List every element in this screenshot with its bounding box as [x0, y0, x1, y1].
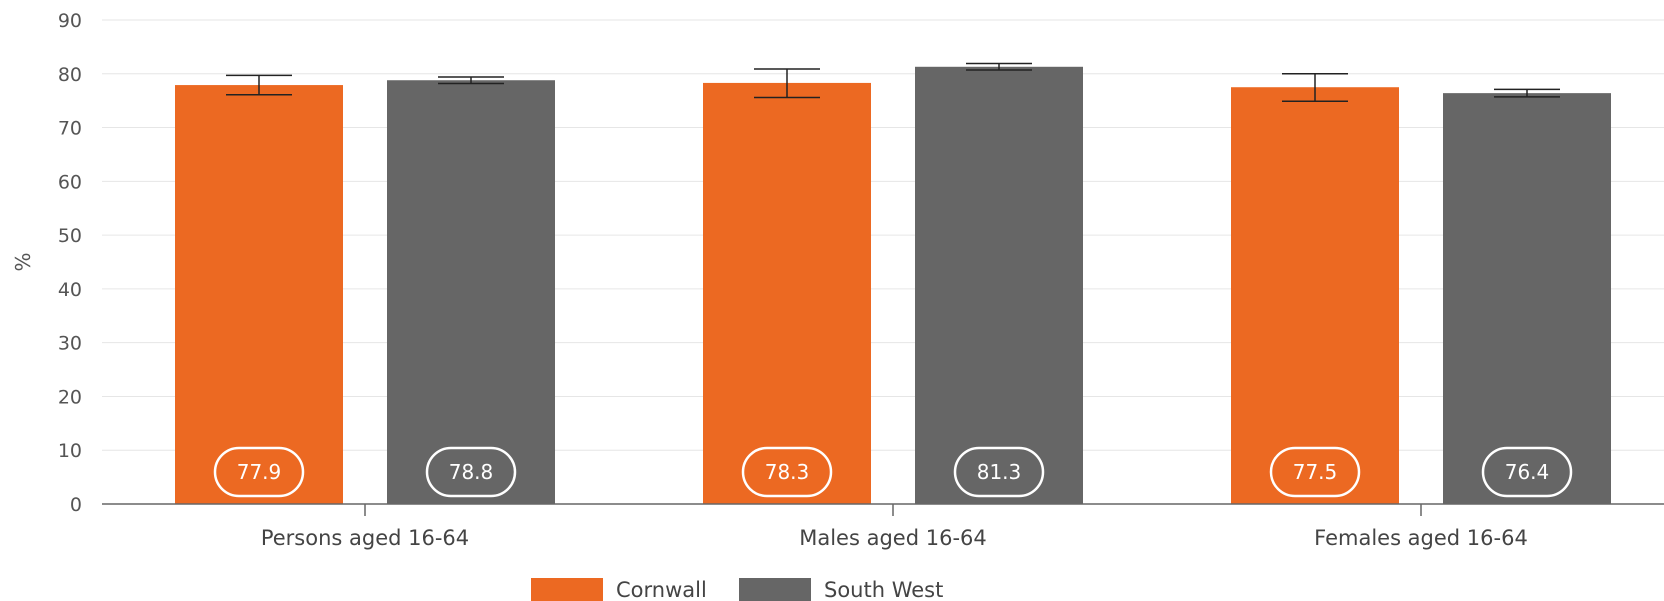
y-tick-label: 50	[58, 225, 82, 247]
bar	[915, 66, 1083, 504]
bar	[1231, 87, 1399, 504]
error-bar	[966, 62, 1032, 71]
y-tick-label: 90	[58, 10, 82, 32]
bar	[1443, 93, 1611, 504]
legend-swatch	[739, 578, 811, 601]
error-bars	[226, 62, 1560, 102]
data-label: 76.4	[1481, 446, 1573, 498]
bar	[703, 82, 871, 505]
legend: Cornwall South West	[531, 578, 943, 601]
y-tick-label: 80	[58, 64, 82, 86]
data-label-text: 77.5	[1293, 460, 1338, 484]
error-bar	[754, 68, 820, 99]
legend-item: South West	[739, 578, 943, 601]
data-label: 78.3	[741, 446, 833, 498]
legend-item: Cornwall	[531, 578, 707, 601]
y-axis-label: %	[11, 252, 35, 271]
bar	[387, 80, 555, 504]
y-tick-label: 40	[58, 279, 82, 301]
y-tick-label: 30	[58, 333, 82, 355]
error-bar	[1494, 88, 1560, 98]
error-bar	[438, 76, 504, 85]
data-label: 81.3	[953, 446, 1045, 498]
y-axis-ticks: 0 10 20 30 40 50 60 70 80 90	[58, 10, 82, 516]
data-label-text: 78.8	[449, 460, 494, 484]
data-label-text: 77.9	[237, 460, 282, 484]
y-tick-label: 0	[70, 494, 82, 516]
gridlines	[102, 19, 1664, 451]
legend-swatch	[531, 578, 603, 601]
data-label: 78.8	[425, 446, 517, 498]
data-label: 77.5	[1269, 446, 1361, 498]
bars	[175, 66, 1611, 505]
y-tick-label: 10	[58, 440, 82, 462]
x-axis-categories: Persons aged 16-64 Males aged 16-64 Female…	[261, 504, 1528, 550]
data-label-text: 76.4	[1505, 460, 1550, 484]
category-label: Males aged 16-64	[799, 526, 987, 550]
category-label: Persons aged 16-64	[261, 526, 469, 550]
legend-label: Cornwall	[616, 578, 707, 601]
y-tick-label: 20	[58, 386, 82, 408]
data-label-text: 81.3	[977, 460, 1022, 484]
data-label: 77.9	[213, 446, 305, 498]
y-tick-label: 70	[58, 118, 82, 140]
y-tick-label: 60	[58, 171, 82, 193]
error-bar	[226, 74, 292, 96]
error-bar	[1282, 73, 1348, 102]
data-label-text: 78.3	[765, 460, 810, 484]
bar	[175, 85, 343, 505]
legend-label: South West	[824, 578, 943, 601]
data-labels: 77.9 78.8 78.3 81.3 77.5 76.4	[213, 446, 1573, 498]
category-label: Females aged 16-64	[1314, 526, 1528, 550]
